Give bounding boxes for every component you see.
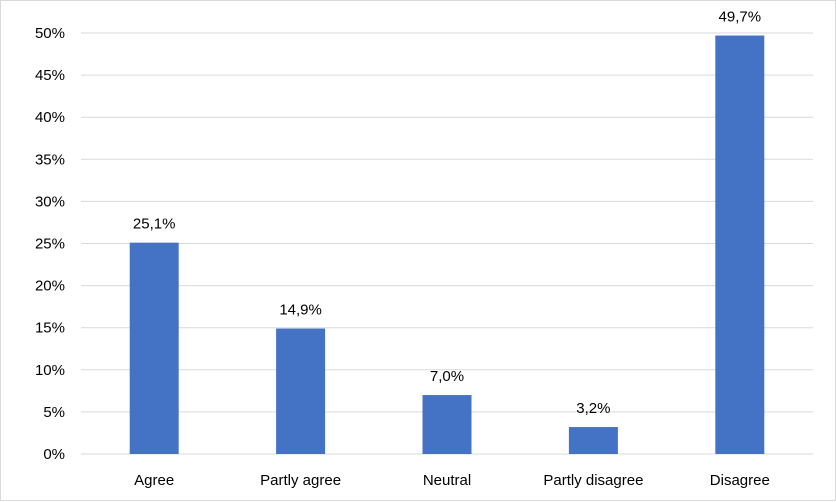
bar-neutral	[422, 395, 472, 454]
x-axis-ticks: Agree Partly agree Neutral Partly disagree D…	[134, 472, 770, 489]
data-labels: 25,1% 14,9% 7,0% 3,2% 49,7%	[133, 9, 761, 418]
y-tick-label: 50%	[35, 25, 65, 42]
data-label: 14,9%	[279, 302, 322, 319]
y-tick-label: 15%	[35, 320, 65, 337]
x-tick-label: Partly disagree	[543, 472, 643, 489]
x-tick-label: Partly agree	[260, 472, 341, 489]
y-tick-label: 10%	[35, 362, 65, 379]
x-tick-label: Agree	[134, 472, 174, 489]
x-tick-label: Disagree	[710, 472, 770, 489]
y-tick-label: 35%	[35, 151, 65, 168]
data-label: 25,1%	[133, 216, 176, 233]
y-tick-label: 5%	[43, 404, 65, 421]
bar-agree	[129, 242, 179, 454]
bar-disagree	[715, 35, 765, 454]
y-tick-label: 20%	[35, 278, 65, 295]
y-tick-label: 25%	[35, 236, 65, 253]
y-tick-label: 40%	[35, 109, 65, 126]
data-label: 7,0%	[430, 368, 464, 385]
y-axis-ticks: 0% 5% 10% 15% 20% 25% 30% 35% 40% 45% 50%	[35, 25, 65, 463]
y-tick-label: 45%	[35, 67, 65, 84]
y-tick-label: 30%	[35, 193, 65, 210]
gridlines	[81, 32, 813, 455]
data-label: 49,7%	[719, 9, 762, 26]
y-tick-label: 0%	[43, 446, 65, 463]
bar-partly-disagree	[568, 427, 618, 454]
bars	[129, 35, 765, 454]
bar-partly-agree	[276, 328, 326, 454]
data-label: 3,2%	[576, 400, 610, 417]
x-tick-label: Neutral	[423, 472, 471, 489]
